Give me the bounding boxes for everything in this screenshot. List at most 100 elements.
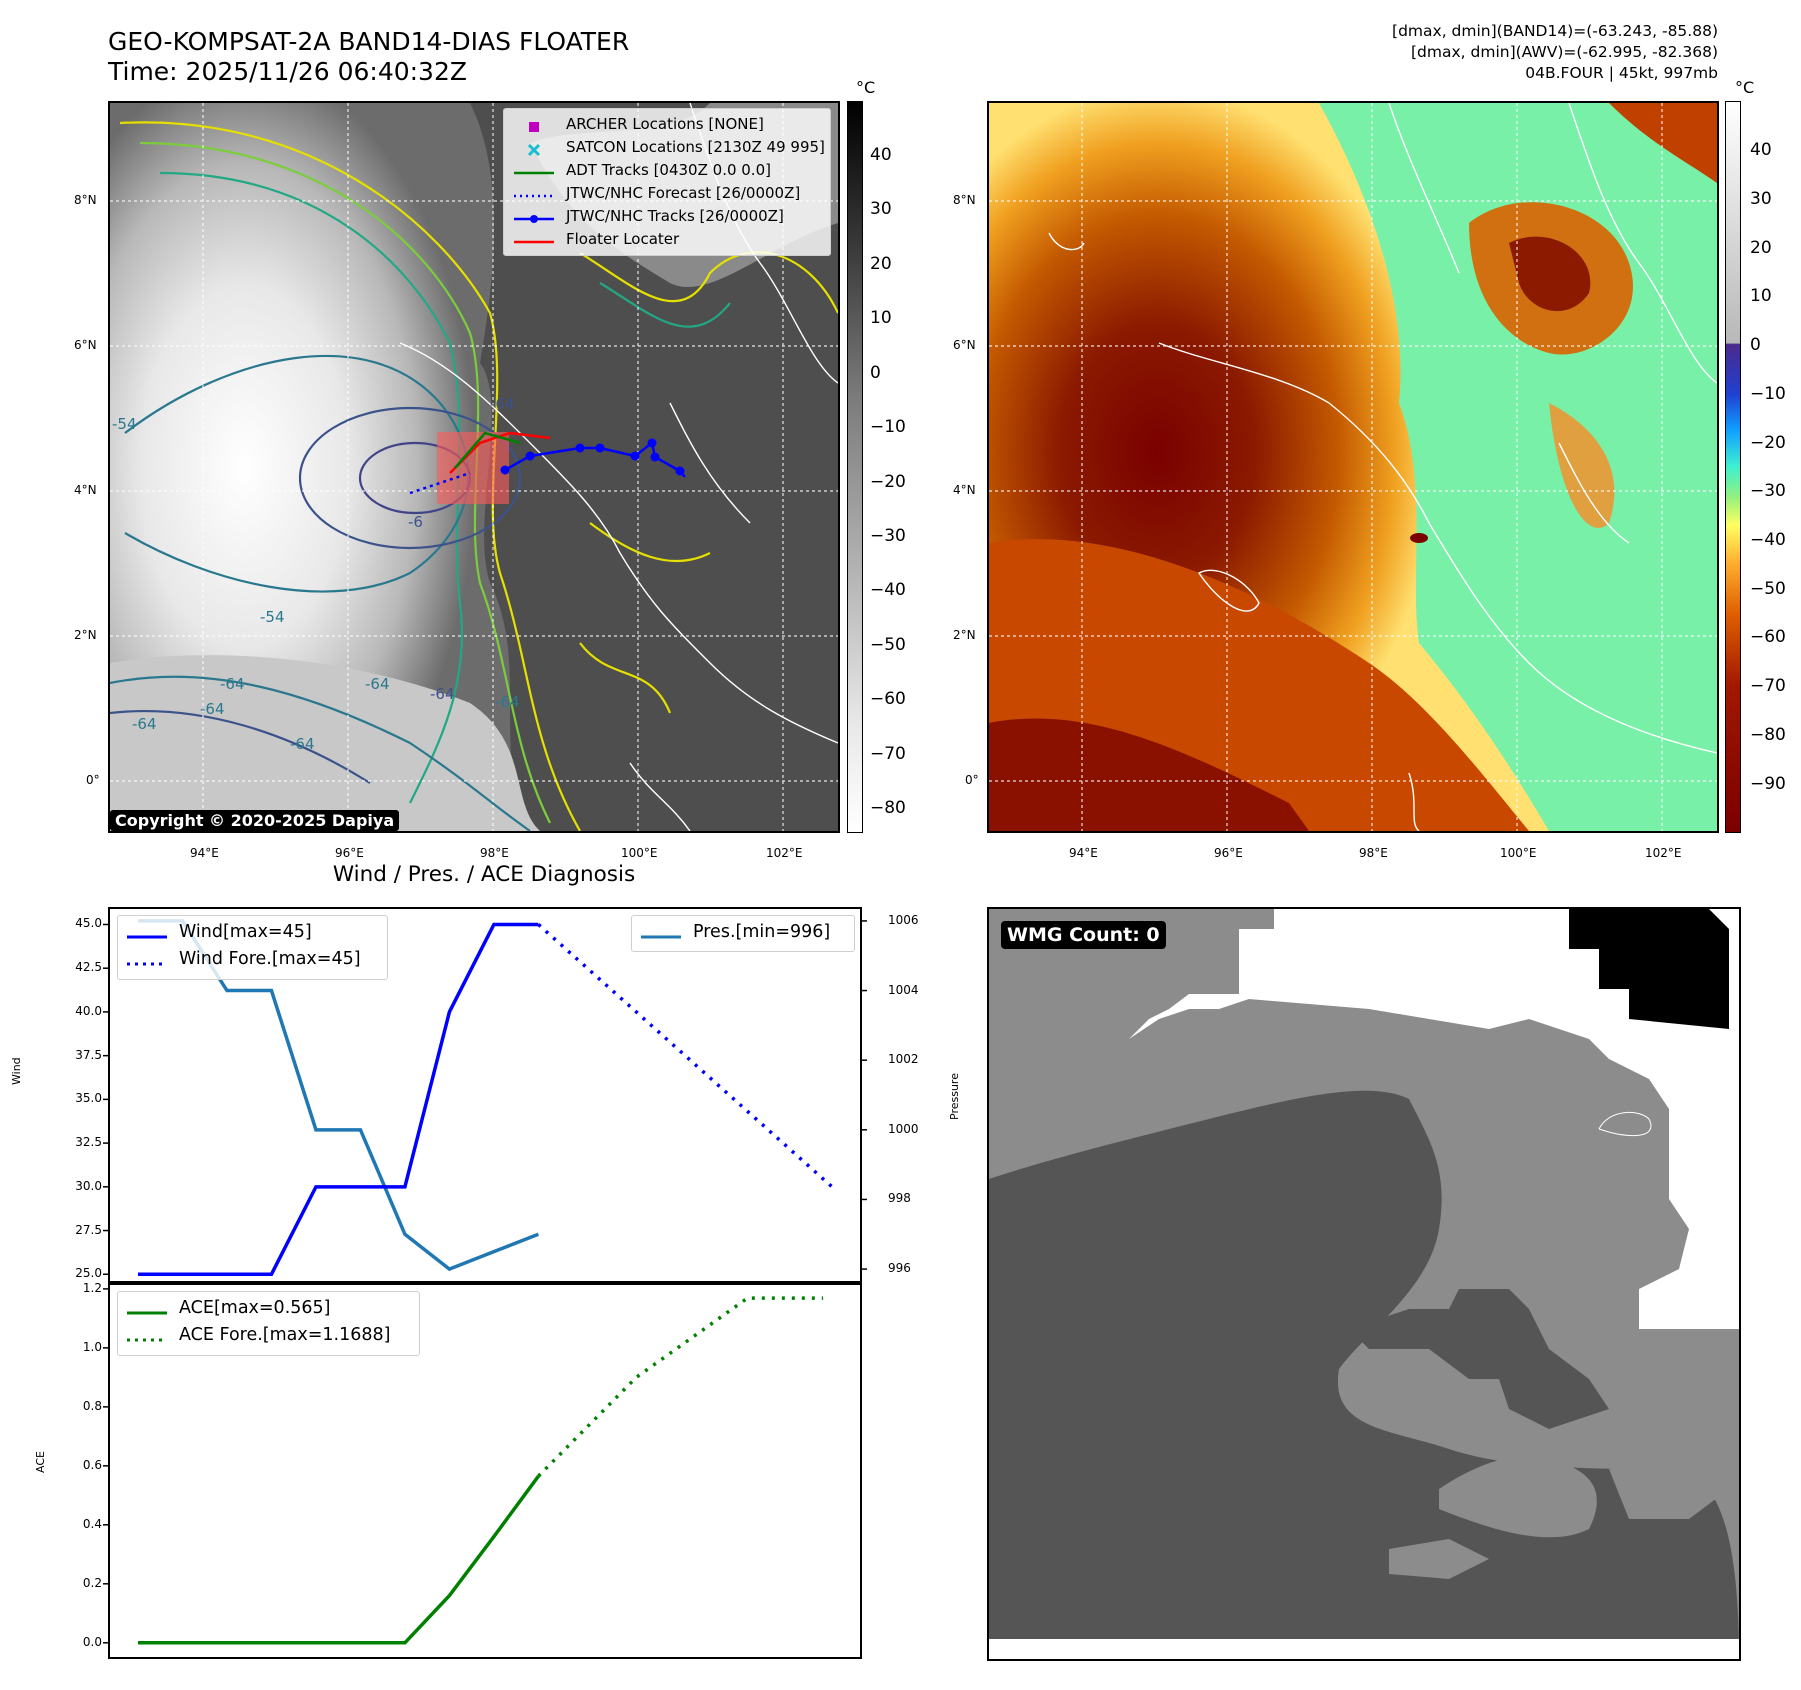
colorbar-left [847,101,863,833]
y-tick-label: 30.0 [75,1178,102,1193]
solid-line-icon [512,233,556,247]
solid-line-icon [512,164,556,178]
contour-label: -64 [490,395,515,413]
colorbar-tick: 40 [870,145,892,165]
lon-label: 100°E [1500,846,1537,860]
legend-label: ACE[max=0.565] [179,1298,331,1318]
ace-chart [103,1283,862,1659]
lat-label: 4°N [953,483,976,497]
chart-frame [108,907,862,1283]
colorbar-tick: 0 [1750,335,1761,355]
lat-label: 4°N [74,483,97,497]
colorbar-tick: −20 [870,472,906,492]
colorbar-tick: −90 [1750,774,1786,794]
legend-item: Floater Locater [512,228,822,251]
legend-label: JTWC/NHC Tracks [26/0000Z] [566,207,784,225]
chart-title: Wind / Pres. / ACE Diagnosis [332,862,636,887]
y-tick-label: 1.0 [82,1339,102,1354]
y-tick-label: 40.0 [75,1003,102,1018]
colorbar-tick: −60 [870,689,906,709]
y-tick-label: 996 [888,1261,911,1276]
legend-label: Wind Fore.[max=45] [179,949,361,969]
lon-label: 96°E [1214,846,1243,860]
legend-label: ARCHER Locations [NONE] [566,115,764,133]
lon-label: 100°E [621,846,658,860]
line-with-dots-icon [512,210,556,224]
contour-label: -64 [220,675,245,693]
y-tick-label: 45.0 [75,916,102,931]
figure-title-line2: Time: 2025/11/26 06:40:32Z [108,57,467,86]
lon-label: 98°E [1359,846,1388,860]
legend-item: JTWC/NHC Forecast [26/0000Z] [512,182,822,205]
map-legend: ARCHER Locations [NONE] SATCON Locations… [503,108,831,256]
colorbar-tick: 40 [1750,140,1772,160]
contour-label: -54 [260,608,285,626]
info-line3: 04B.FOUR | 45kt, 997mb [1525,64,1718,82]
y-tick-label: 35.0 [75,1091,102,1106]
y-tick-label: 1.2 [82,1280,102,1295]
copyright-badge: Copyright © 2020-2025 Dapiya [110,810,400,831]
y-tick-label: 42.5 [75,960,102,975]
y-tick-label: 1006 [888,912,919,927]
y-tick-label: 1002 [888,1052,919,1067]
wind-axis-label: Wind [10,1057,23,1085]
ace-legend: ACE[max=0.565] ACE Fore.[max=1.1688] [117,1291,420,1356]
colorbar-tick: −80 [1750,725,1786,745]
colorbar-tick: −70 [870,744,906,764]
dotted-line-icon [125,953,169,967]
legend-item: Wind Fore.[max=45] [125,946,380,973]
legend-item: ARCHER Locations [NONE] [512,113,822,136]
lat-label: 6°N [953,338,976,352]
enhanced-map-image [989,103,1717,831]
legend-item: ACE Fore.[max=1.1688] [125,1322,412,1349]
colorbar-tick: −40 [1750,530,1786,550]
legend-item: SATCON Locations [2130Z 49 995] [512,136,825,159]
legend-label: Floater Locater [566,230,680,248]
y-tick-label: 1004 [888,982,919,997]
contour-label: -64 [495,693,520,711]
y-tick-label: 32.5 [75,1135,102,1150]
figure-title-line1: GEO-KOMPSAT-2A BAND14-DIAS FLOATER [108,27,630,56]
pressure-axis-label: Pressure [948,1073,961,1120]
lon-label: 102°E [766,846,803,860]
wind-line [138,922,539,1277]
colorbar-right [1725,101,1741,833]
legend-item: ACE[max=0.565] [125,1295,412,1322]
lon-label: 94°E [1069,846,1098,860]
info-line2: [dmax, dmin](AWV)=(-62.995, -82.368) [1411,43,1718,61]
legend-item: Wind[max=45] [125,919,380,946]
contour-label: -64 [290,735,315,753]
colorbar-tick: 10 [870,308,892,328]
solid-line-icon [639,926,683,940]
colorbar-tick: −50 [1750,579,1786,599]
ir-map-panel: -54 -64 -64 -64 -64 -54 -64 -64 -64 -64 … [108,101,840,833]
lat-label: 8°N [953,193,976,207]
x-marker-icon [512,141,556,156]
pressure-legend: Pres.[min=996] [631,915,855,952]
lat-label: 0° [965,773,979,787]
colorbar-tick: −50 [870,635,906,655]
y-tick-label: 0.2 [82,1575,102,1590]
colorbar-tick: −10 [870,417,906,437]
colorbar-tick: −20 [1750,433,1786,453]
lat-label: 0° [86,773,100,787]
legend-label: SATCON Locations [2130Z 49 995] [566,138,825,156]
contour-label: -54 [112,415,137,433]
lat-label: 8°N [74,193,97,207]
colorbar-tick: −70 [1750,676,1786,696]
colorbar-tick: 0 [870,363,881,383]
y-tick-label: 0.8 [82,1398,102,1413]
legend-label: Pres.[min=996] [693,922,831,942]
ace-forecast-line [537,1296,824,1478]
dotted-line-icon [125,1329,169,1343]
solid-line-icon [125,1302,169,1316]
colorbar-unit: °C [1735,78,1755,97]
y-tick-label: 0.0 [82,1634,102,1649]
colorbar-unit: °C [856,78,876,97]
ace-axis-label: ACE [34,1451,47,1473]
solid-line-icon [125,926,169,940]
legend-label: ADT Tracks [0430Z 0.0 0.0] [566,161,771,179]
colorbar-tick: −60 [1750,627,1786,647]
contour-label: -64 [430,685,455,703]
y-tick-label: 25.0 [75,1266,102,1281]
